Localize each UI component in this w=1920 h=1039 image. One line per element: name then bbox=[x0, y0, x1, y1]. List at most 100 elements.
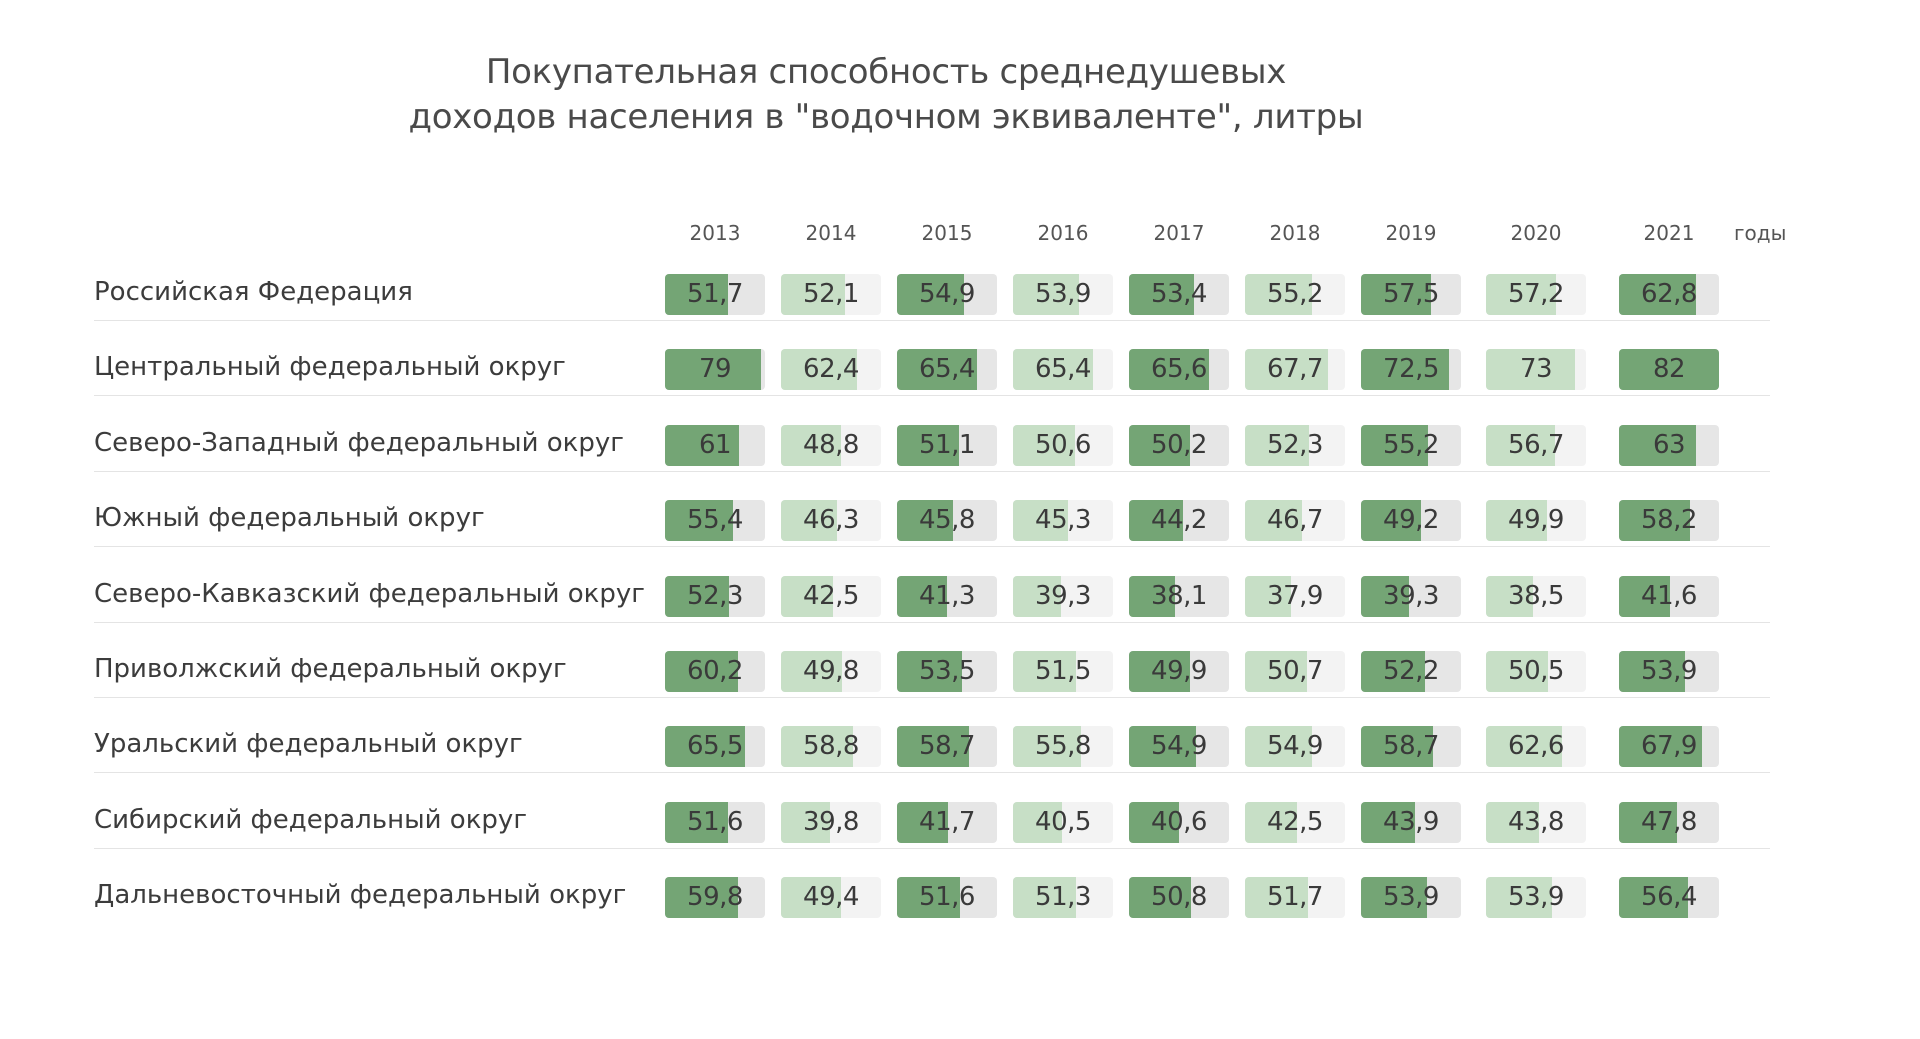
value-label: 55,2 bbox=[1383, 429, 1439, 460]
value-label: 58,8 bbox=[803, 731, 859, 762]
year-label-2019: 2019 bbox=[1385, 221, 1437, 245]
value-label: 53,4 bbox=[1151, 279, 1207, 309]
value-bar bbox=[1129, 500, 1183, 542]
value-label: 43,8 bbox=[1508, 806, 1564, 837]
value-label: 41,7 bbox=[919, 806, 975, 837]
data-cell: 49,2 bbox=[1361, 500, 1461, 542]
value-bar bbox=[1486, 801, 1540, 843]
value-label: 58,2 bbox=[1641, 505, 1697, 536]
value-bar bbox=[781, 801, 830, 843]
data-cell: 41,3 bbox=[897, 575, 997, 617]
value-label: 51,6 bbox=[919, 882, 975, 913]
value-label: 56,7 bbox=[1508, 429, 1564, 460]
value-label: 51,7 bbox=[1267, 882, 1323, 913]
value-bar bbox=[1129, 651, 1190, 692]
data-cell: 51,7 bbox=[665, 274, 765, 315]
data-cell: 51,6 bbox=[897, 877, 997, 919]
data-cell: 42,5 bbox=[781, 575, 881, 617]
value-bar bbox=[1013, 726, 1082, 768]
value-label: 52,3 bbox=[1267, 429, 1323, 460]
value-label: 50,8 bbox=[1151, 882, 1207, 913]
data-cell: 44,2 bbox=[1129, 500, 1229, 542]
value-label: 49,9 bbox=[1151, 656, 1207, 686]
value-bar bbox=[781, 424, 841, 466]
data-cell: 73 bbox=[1486, 349, 1586, 391]
data-cell: 42,5 bbox=[1245, 801, 1345, 843]
value-label: 51,3 bbox=[1035, 882, 1091, 913]
data-cell: 51,6 bbox=[665, 801, 765, 843]
data-cell: 47,8 bbox=[1619, 801, 1719, 843]
value-label: 44,2 bbox=[1151, 505, 1207, 536]
data-cell: 65,4 bbox=[897, 349, 997, 391]
region-label: Сибирский федеральный округ bbox=[94, 804, 527, 835]
data-cell: 62,4 bbox=[781, 349, 881, 391]
data-cell: 39,3 bbox=[1013, 575, 1113, 617]
value-bar bbox=[665, 877, 738, 919]
year-label-2016: 2016 bbox=[1037, 221, 1089, 245]
value-bar bbox=[1486, 726, 1563, 768]
value-label: 62,4 bbox=[803, 354, 859, 385]
value-label: 46,3 bbox=[803, 505, 859, 536]
value-label: 57,2 bbox=[1508, 279, 1564, 309]
value-bar bbox=[665, 349, 762, 391]
value-bar bbox=[1619, 575, 1670, 617]
value-label: 65,4 bbox=[919, 354, 975, 385]
data-cell: 49,9 bbox=[1129, 651, 1229, 692]
value-label: 38,1 bbox=[1151, 580, 1207, 611]
value-bar bbox=[1013, 877, 1076, 919]
data-cell: 53,9 bbox=[1619, 651, 1719, 692]
value-label: 58,7 bbox=[919, 731, 975, 762]
data-cell: 54,9 bbox=[1245, 726, 1345, 768]
data-cell: 63 bbox=[1619, 424, 1719, 466]
value-bar bbox=[897, 651, 963, 692]
data-cell: 79 bbox=[665, 349, 765, 391]
value-label: 62,8 bbox=[1641, 279, 1697, 309]
data-cell: 51,5 bbox=[1013, 651, 1113, 692]
row-separator bbox=[94, 621, 1770, 623]
value-label: 51,5 bbox=[1035, 656, 1091, 686]
value-label: 42,5 bbox=[803, 580, 859, 611]
value-bar bbox=[781, 651, 842, 692]
row-separator bbox=[94, 847, 1770, 849]
data-cell: 55,2 bbox=[1361, 424, 1461, 466]
region-label: Уральский федеральный округ bbox=[94, 729, 523, 760]
data-cell: 67,7 bbox=[1245, 349, 1345, 391]
value-bar bbox=[1486, 651, 1548, 692]
value-label: 72,5 bbox=[1383, 354, 1439, 385]
data-cell: 60,2 bbox=[665, 651, 765, 692]
data-cell: 59,8 bbox=[665, 877, 765, 919]
value-label: 55,4 bbox=[687, 505, 743, 536]
value-label: 41,6 bbox=[1641, 580, 1697, 611]
row-separator bbox=[94, 470, 1770, 472]
data-cell: 51,3 bbox=[1013, 877, 1113, 919]
data-cell: 58,2 bbox=[1619, 500, 1719, 542]
data-cell: 41,6 bbox=[1619, 575, 1719, 617]
data-cell: 53,4 bbox=[1129, 274, 1229, 315]
value-bar bbox=[1013, 274, 1079, 315]
data-cell: 65,6 bbox=[1129, 349, 1229, 391]
value-bar bbox=[1245, 726, 1312, 768]
value-bar bbox=[781, 726, 853, 768]
value-label: 46,7 bbox=[1267, 505, 1323, 536]
data-cell: 38,5 bbox=[1486, 575, 1586, 617]
value-bar bbox=[1619, 877, 1688, 919]
data-cell: 65,5 bbox=[665, 726, 765, 768]
value-bar bbox=[665, 726, 745, 768]
value-bar bbox=[1361, 726, 1433, 768]
value-bar bbox=[1486, 349, 1576, 391]
value-bar bbox=[1245, 500, 1302, 542]
value-bar bbox=[1013, 575, 1061, 617]
data-cell: 39,3 bbox=[1361, 575, 1461, 617]
data-cell: 52,3 bbox=[1245, 424, 1345, 466]
value-label: 37,9 bbox=[1267, 580, 1323, 611]
value-label: 62,6 bbox=[1508, 731, 1564, 762]
data-cell: 58,7 bbox=[1361, 726, 1461, 768]
data-cell: 45,3 bbox=[1013, 500, 1113, 542]
value-bar bbox=[665, 424, 740, 466]
value-bar bbox=[1013, 651, 1076, 692]
value-bar bbox=[1129, 575, 1176, 617]
data-cell: 52,3 bbox=[665, 575, 765, 617]
data-cell: 58,7 bbox=[897, 726, 997, 768]
value-bar bbox=[897, 424, 960, 466]
value-bar bbox=[665, 801, 728, 843]
